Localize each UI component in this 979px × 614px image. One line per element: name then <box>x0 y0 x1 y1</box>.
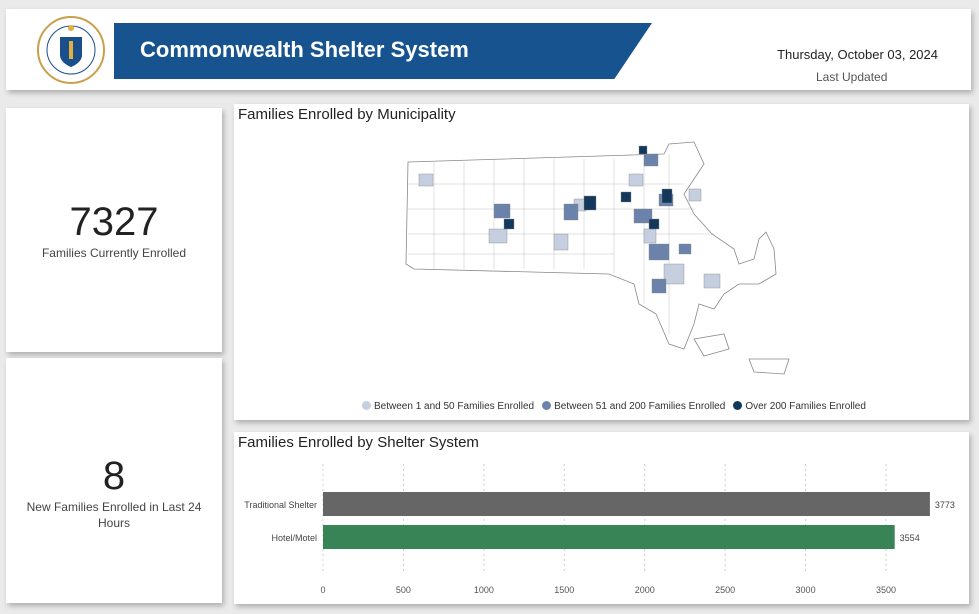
shelter-system-chart-card: Families Enrolled by Shelter System 0 500… <box>234 432 969 604</box>
last-updated-label: Last Updated <box>816 70 888 84</box>
legend-item: Over 200 Families Enrolled <box>733 401 866 412</box>
x-tick-label: 3000 <box>796 585 816 595</box>
category-label: Hotel/Motel <box>271 533 317 543</box>
app-title: Commonwealth Shelter System <box>140 37 469 62</box>
bar <box>323 492 930 516</box>
map-regions-light <box>418 173 721 289</box>
legend-item: Between 1 and 50 Families Enrolled <box>362 401 534 412</box>
chart-title: Families Enrolled by Shelter System <box>238 434 479 451</box>
x-tick-label: 1500 <box>554 585 574 595</box>
legend-dot-icon <box>542 401 552 410</box>
shelter-system-bar-chart: 0 500 1000 1500 2000 2500 3000 3500 Traditional … <box>244 464 955 595</box>
kpi-label: New Families Enrolled in Last 24 Hours <box>26 500 202 530</box>
legend-label: Between 1 and 50 Families Enrolled <box>374 401 535 412</box>
massachusetts-map[interactable] <box>394 134 824 394</box>
x-tick-label: 2000 <box>635 585 655 595</box>
x-tick-label: 1000 <box>474 585 494 595</box>
map-regions-dark <box>503 145 673 230</box>
x-tick-label: 3500 <box>876 585 896 595</box>
x-tick-label: 0 <box>320 585 325 595</box>
kpi-value: 8 <box>102 454 126 498</box>
map-title: Families Enrolled by Municipality <box>238 106 456 123</box>
kpi-new-families: 8 New Families Enrolled in Last 24 Hours <box>6 358 222 603</box>
x-tick-label: 2500 <box>715 585 735 595</box>
kpi-label: Families Currently Enrolled <box>41 246 187 260</box>
title-banner: Commonwealth Shelter System <box>114 23 652 79</box>
report-date: Thursday, October 03, 2024 <box>777 47 938 62</box>
municipality-map-card: Families Enrolled by Municipality Betwee… <box>234 104 969 420</box>
data-label: 3554 <box>900 533 920 543</box>
x-tick-label: 500 <box>396 585 411 595</box>
bar <box>323 525 895 549</box>
kpi-families-enrolled: 7327 Families Currently Enrolled <box>6 108 222 352</box>
kpi-value: 7327 <box>69 200 159 244</box>
header: Commonwealth Shelter System Thursday, Oc… <box>6 9 971 90</box>
data-label: 3773 <box>935 500 955 510</box>
legend-item: Between 51 and 200 Families Enrolled <box>542 401 725 412</box>
category-label: Traditional Shelter <box>244 500 317 510</box>
legend-label: Between 51 and 200 Families Enrolled <box>554 401 726 412</box>
legend-dot-icon <box>733 401 743 410</box>
legend-dot-icon <box>362 401 371 410</box>
massachusetts-seal-logo <box>37 16 105 84</box>
legend-label: Over 200 Families Enrolled <box>745 401 866 412</box>
map-legend: Between 1 and 50 Families Enrolled Betwe… <box>362 401 866 412</box>
